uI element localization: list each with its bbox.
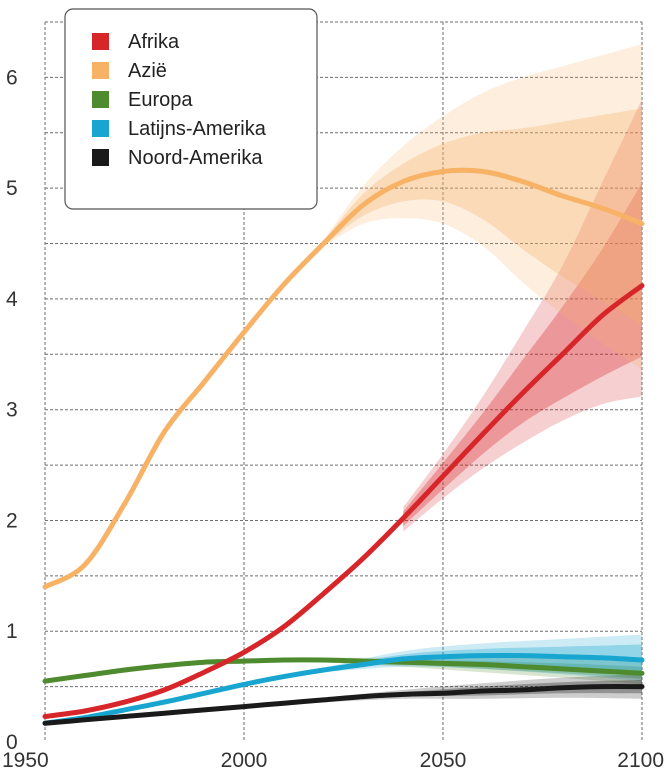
band-outer-series-0 xyxy=(403,99,642,532)
series-line-0 xyxy=(42,283,645,719)
y-tick-label: 4 xyxy=(6,288,18,311)
legend-label: Azië xyxy=(128,60,167,82)
legend-box xyxy=(64,8,318,210)
legend-swatch xyxy=(92,33,109,50)
legend-swatch xyxy=(92,120,109,137)
series-line-2 xyxy=(42,657,645,684)
series-lines xyxy=(42,167,645,726)
legend-swatch xyxy=(92,91,109,108)
legend-label: Latijns-Amerika xyxy=(128,118,267,140)
legend: Afrika Azië Europa Latijns-Amerika Noord-Ame… xyxy=(64,8,318,210)
y-tick-label: 6 xyxy=(6,66,18,89)
series-line-4 xyxy=(42,684,645,726)
y-tick-label: 5 xyxy=(6,177,18,200)
x-tick-label: 2100 xyxy=(617,749,664,772)
band-inner-series-0 xyxy=(403,182,642,526)
legend-label: Europa xyxy=(128,89,193,111)
y-tick-label: 3 xyxy=(6,399,18,422)
band-inner-series-3 xyxy=(323,644,642,674)
y-tick-label: 2 xyxy=(6,509,18,532)
x-tick-label: 1950 xyxy=(2,749,49,772)
band-outer-series-1 xyxy=(323,44,642,370)
y-tick-label: 1 xyxy=(6,620,18,643)
band-inner-series-1 xyxy=(323,108,642,326)
x-tick-label: 2000 xyxy=(221,749,268,772)
legend-swatch xyxy=(92,149,109,166)
y-tick-label: 0 xyxy=(6,731,18,754)
series-line-1 xyxy=(42,167,645,590)
axes: 0 1 2 3 4 5 6 1950 2000 2050 2100 xyxy=(2,66,664,772)
series-line-3 xyxy=(42,652,645,726)
x-tick-label: 2050 xyxy=(420,749,467,772)
legend-label: Noord-Amerika xyxy=(128,147,263,169)
legend-swatch xyxy=(92,62,109,79)
legend-label: Afrika xyxy=(128,31,180,53)
uncertainty-bands xyxy=(323,44,642,703)
